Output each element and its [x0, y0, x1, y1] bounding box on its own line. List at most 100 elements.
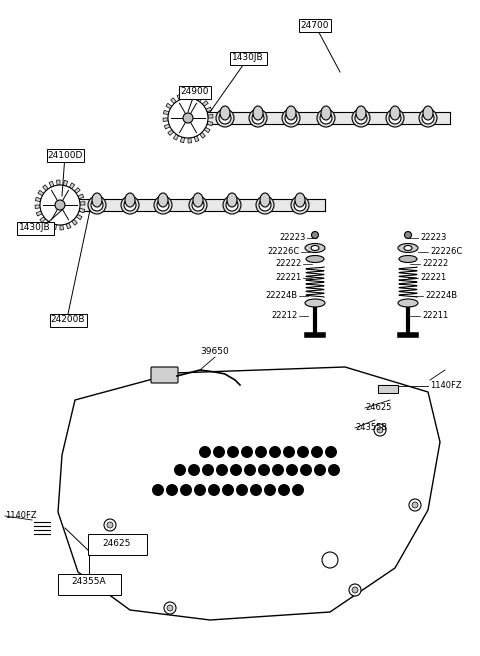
- Polygon shape: [192, 93, 196, 99]
- FancyBboxPatch shape: [47, 148, 84, 161]
- Text: 24200B: 24200B: [51, 316, 85, 325]
- Ellipse shape: [260, 193, 270, 207]
- Polygon shape: [206, 107, 212, 112]
- Ellipse shape: [220, 106, 230, 120]
- Text: 22223: 22223: [280, 234, 306, 243]
- Polygon shape: [197, 96, 203, 102]
- FancyBboxPatch shape: [49, 314, 86, 327]
- Polygon shape: [203, 100, 208, 106]
- Ellipse shape: [398, 299, 418, 307]
- Text: 24900: 24900: [181, 87, 209, 96]
- Text: 22223: 22223: [420, 234, 446, 243]
- Ellipse shape: [317, 109, 335, 127]
- Circle shape: [374, 424, 386, 436]
- Circle shape: [405, 232, 411, 239]
- Ellipse shape: [306, 255, 324, 262]
- Ellipse shape: [216, 109, 234, 127]
- Text: 24625: 24625: [103, 539, 131, 548]
- Text: 24355A: 24355A: [72, 577, 106, 586]
- Ellipse shape: [249, 109, 267, 127]
- Ellipse shape: [282, 109, 300, 127]
- Ellipse shape: [295, 193, 305, 207]
- Ellipse shape: [352, 109, 370, 127]
- Circle shape: [312, 232, 319, 239]
- Circle shape: [180, 484, 192, 496]
- Ellipse shape: [154, 196, 172, 214]
- Ellipse shape: [219, 112, 231, 124]
- Circle shape: [258, 464, 270, 476]
- Ellipse shape: [390, 106, 400, 120]
- Circle shape: [168, 98, 208, 138]
- Polygon shape: [180, 137, 185, 142]
- Polygon shape: [163, 118, 168, 121]
- Circle shape: [278, 484, 290, 496]
- Ellipse shape: [398, 243, 418, 253]
- Polygon shape: [49, 181, 54, 187]
- Polygon shape: [74, 188, 80, 194]
- Polygon shape: [200, 133, 205, 138]
- Ellipse shape: [223, 196, 241, 214]
- Circle shape: [174, 464, 186, 476]
- Ellipse shape: [259, 199, 271, 211]
- Polygon shape: [45, 221, 51, 227]
- Ellipse shape: [189, 196, 207, 214]
- Ellipse shape: [404, 245, 412, 251]
- Circle shape: [152, 484, 164, 496]
- Circle shape: [188, 464, 200, 476]
- Polygon shape: [38, 190, 44, 195]
- Circle shape: [325, 446, 337, 458]
- Circle shape: [107, 522, 113, 528]
- Polygon shape: [194, 136, 199, 142]
- Polygon shape: [204, 127, 210, 133]
- Polygon shape: [36, 197, 41, 201]
- Text: 22212: 22212: [272, 312, 298, 321]
- Polygon shape: [173, 134, 179, 140]
- Circle shape: [300, 464, 312, 476]
- Circle shape: [297, 446, 309, 458]
- Ellipse shape: [193, 193, 203, 207]
- Ellipse shape: [158, 193, 168, 207]
- Polygon shape: [177, 94, 182, 100]
- Polygon shape: [164, 124, 170, 129]
- Ellipse shape: [386, 109, 404, 127]
- Ellipse shape: [422, 112, 434, 124]
- Circle shape: [166, 484, 178, 496]
- Ellipse shape: [356, 106, 366, 120]
- Circle shape: [283, 446, 295, 458]
- Circle shape: [250, 484, 262, 496]
- Ellipse shape: [192, 199, 204, 211]
- Ellipse shape: [157, 199, 169, 211]
- Polygon shape: [72, 219, 77, 225]
- Text: 22221: 22221: [420, 274, 446, 283]
- Circle shape: [222, 484, 234, 496]
- Text: 22224B: 22224B: [425, 291, 457, 300]
- Circle shape: [292, 484, 304, 496]
- Ellipse shape: [286, 106, 296, 120]
- Polygon shape: [207, 121, 213, 126]
- Ellipse shape: [321, 106, 331, 120]
- Ellipse shape: [124, 199, 136, 211]
- Polygon shape: [166, 103, 172, 109]
- Ellipse shape: [253, 106, 263, 120]
- Polygon shape: [76, 215, 82, 220]
- FancyBboxPatch shape: [179, 85, 211, 98]
- Circle shape: [202, 464, 214, 476]
- Ellipse shape: [252, 112, 264, 124]
- Text: 22222: 22222: [276, 260, 302, 268]
- FancyBboxPatch shape: [378, 384, 398, 394]
- Ellipse shape: [92, 193, 102, 207]
- Polygon shape: [66, 223, 71, 229]
- Circle shape: [40, 185, 80, 225]
- Polygon shape: [80, 201, 85, 205]
- Circle shape: [328, 464, 340, 476]
- Polygon shape: [163, 110, 169, 115]
- Polygon shape: [43, 185, 48, 191]
- Circle shape: [412, 502, 418, 508]
- Ellipse shape: [226, 199, 238, 211]
- Polygon shape: [69, 183, 75, 189]
- FancyBboxPatch shape: [299, 18, 331, 31]
- Circle shape: [409, 499, 421, 511]
- Text: 24355B: 24355B: [355, 424, 387, 432]
- Polygon shape: [168, 130, 174, 135]
- Polygon shape: [52, 224, 57, 230]
